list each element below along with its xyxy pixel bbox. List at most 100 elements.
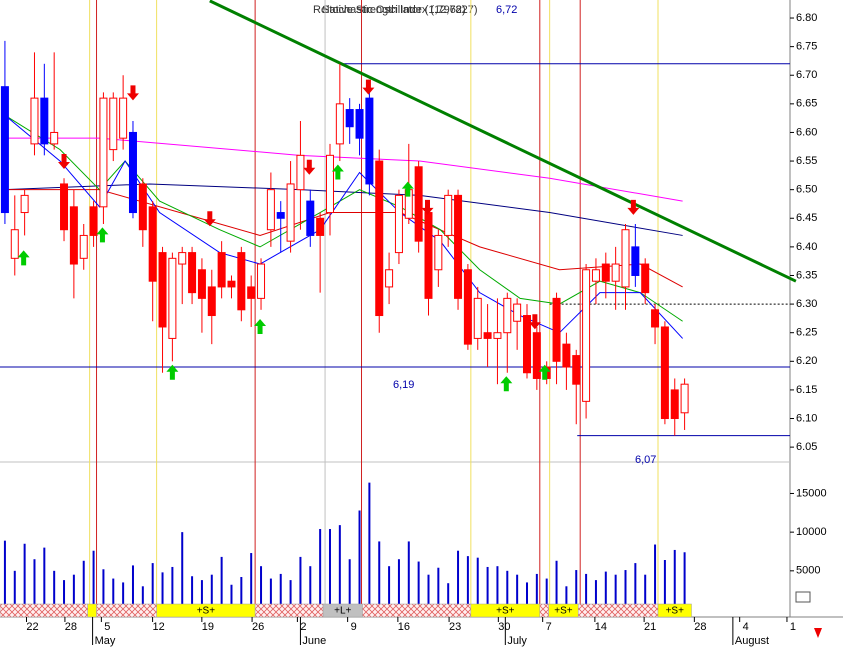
candle-body bbox=[394, 194, 403, 254]
x-tick-label: 26 bbox=[252, 621, 264, 633]
x-tick-label: 9 bbox=[351, 621, 357, 633]
candle-body bbox=[306, 200, 315, 236]
x-tick-label: 2 bbox=[300, 621, 306, 633]
level-label: 6,72 bbox=[496, 4, 517, 16]
signal-band bbox=[254, 603, 324, 618]
signal-band bbox=[362, 603, 472, 618]
x-tick-label: 5 bbox=[104, 621, 110, 633]
chart-title: Relative Strength Index (12,7827) bbox=[313, 4, 478, 16]
candle-body bbox=[296, 154, 305, 191]
candle-body bbox=[79, 234, 88, 259]
signal-band bbox=[0, 603, 88, 618]
candle-body bbox=[424, 212, 433, 299]
y-tick-label: 15000 bbox=[796, 487, 827, 499]
candle-body bbox=[601, 263, 610, 282]
candle-body bbox=[680, 383, 689, 414]
candle-body bbox=[463, 269, 472, 345]
candle-body bbox=[237, 252, 246, 311]
candle-body bbox=[385, 269, 394, 288]
x-tick-label: 1 bbox=[790, 621, 796, 633]
candle-body bbox=[89, 206, 98, 236]
candle-body bbox=[660, 326, 669, 420]
x-tick-label: 30 bbox=[498, 621, 510, 633]
moving-average bbox=[4, 189, 683, 288]
candle-body bbox=[30, 97, 39, 145]
y-tick-label: 6.75 bbox=[796, 41, 817, 53]
candle-body bbox=[217, 252, 226, 288]
y-tick-label: 6.25 bbox=[796, 327, 817, 339]
x-tick-label: 28 bbox=[65, 621, 77, 633]
y-tick-label: 6.15 bbox=[796, 384, 817, 396]
signal-band bbox=[96, 603, 157, 618]
y-tick-label: 6.30 bbox=[796, 298, 817, 310]
candle-body bbox=[454, 194, 463, 299]
signal-band bbox=[87, 603, 97, 618]
candle-body bbox=[473, 297, 482, 339]
y-tick-label: 6.35 bbox=[796, 269, 817, 281]
x-tick-label: 21 bbox=[644, 621, 656, 633]
trend-line bbox=[209, 0, 797, 283]
signal-band bbox=[657, 603, 692, 618]
candle-body bbox=[365, 97, 374, 185]
scroll-box[interactable] bbox=[795, 591, 811, 603]
candle-body bbox=[591, 269, 600, 282]
candle-body bbox=[148, 206, 157, 282]
buy-signal bbox=[166, 364, 179, 380]
candle-body bbox=[109, 97, 118, 151]
candle-body bbox=[335, 103, 344, 145]
candle-body bbox=[227, 280, 236, 288]
month-label: August bbox=[735, 635, 769, 647]
y-tick-label: 6.80 bbox=[796, 12, 817, 24]
candle-body bbox=[444, 194, 453, 236]
sell-signal bbox=[362, 79, 375, 95]
x-tick-label: 14 bbox=[595, 621, 607, 633]
y-tick-label: 5000 bbox=[796, 565, 820, 577]
level-label: 6,07 bbox=[635, 454, 656, 466]
band-label: +S+ bbox=[554, 606, 573, 617]
y-tick-label: 6.70 bbox=[796, 69, 817, 81]
candle-body bbox=[631, 246, 640, 276]
candle-body bbox=[434, 234, 443, 271]
candle-body bbox=[69, 206, 78, 265]
candle-body bbox=[119, 97, 128, 139]
candle-body bbox=[257, 263, 266, 299]
candle-body bbox=[197, 269, 206, 299]
moving-average bbox=[4, 137, 683, 202]
candle-body bbox=[316, 217, 325, 236]
x-tick-label: 19 bbox=[202, 621, 214, 633]
candle-body bbox=[345, 109, 354, 128]
candle-body bbox=[10, 229, 19, 259]
buy-signal bbox=[500, 376, 513, 392]
moving-average bbox=[4, 114, 683, 339]
candle-body bbox=[582, 269, 591, 402]
band-label: +L+ bbox=[334, 606, 351, 617]
candle-body bbox=[128, 131, 137, 214]
candle-body bbox=[483, 332, 492, 339]
month-label: June bbox=[302, 635, 326, 647]
candle-body bbox=[522, 315, 531, 374]
candle-body bbox=[276, 212, 285, 219]
x-tick-label: 4 bbox=[743, 621, 749, 633]
sell-signal bbox=[421, 199, 434, 215]
candle-body bbox=[168, 257, 177, 339]
candle-body bbox=[621, 229, 630, 288]
candle-body bbox=[50, 131, 59, 145]
y-tick-label: 6.05 bbox=[796, 441, 817, 453]
candle-body bbox=[0, 86, 9, 214]
band-label: +S+ bbox=[496, 606, 515, 617]
candle-body bbox=[552, 297, 561, 362]
y-tick-label: 6.20 bbox=[796, 355, 817, 367]
sell-signal bbox=[528, 314, 541, 330]
moving-average bbox=[4, 114, 683, 322]
candle-body bbox=[375, 160, 384, 317]
candle-body bbox=[286, 183, 295, 242]
candle-body bbox=[60, 183, 69, 231]
y-tick-label: 6.10 bbox=[796, 412, 817, 424]
candle-body bbox=[99, 97, 108, 208]
scroll-arrow[interactable] bbox=[814, 628, 822, 638]
candle-body bbox=[207, 286, 216, 317]
month-label: July bbox=[507, 635, 527, 647]
candle-body bbox=[532, 332, 541, 379]
